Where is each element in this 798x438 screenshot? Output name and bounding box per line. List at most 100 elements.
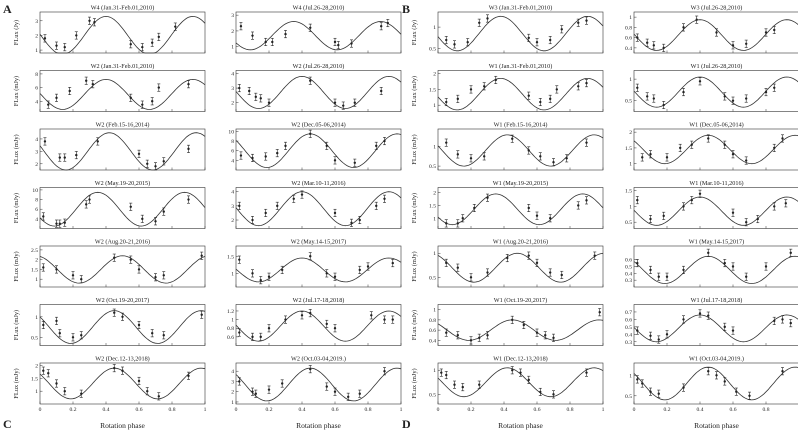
panel-title: W3 (Jul.26-28,2010) [691,5,743,12]
data-marker [383,370,385,372]
data-marker [251,157,253,159]
data-marker [699,193,701,195]
data-marker [141,46,143,48]
data-point [707,249,710,256]
y-tick-label: 0.5 [429,275,436,281]
panel-title: W1 (Feb.15-16,2014) [494,122,548,129]
data-point [238,256,241,263]
data-marker [682,269,684,271]
panel-title: W1 (Oct.19-20,2017) [494,297,547,304]
model-curve [634,77,798,107]
data-marker [696,18,698,20]
panel-frame [40,71,205,112]
data-marker [238,258,240,260]
data-point [63,43,66,50]
data-marker [724,262,726,264]
x-tick-label: 0.6 [534,407,541,413]
data-point [662,101,665,108]
data-point [63,387,66,394]
data-point [456,151,459,158]
data-marker [255,96,257,98]
model-curve [236,22,401,50]
data-marker [130,206,132,208]
y-tick-label: 0.5 [429,392,436,398]
data-marker [251,272,253,274]
y-tick-label: 1 [231,271,234,277]
data-point [259,333,262,340]
data-marker [141,218,143,220]
data-marker [337,44,339,46]
data-marker [585,141,587,143]
panel-frame [634,188,798,229]
data-point [666,331,669,338]
data-point [585,369,588,376]
data-marker [457,334,459,336]
panel-title: W1 (May.19-20,2015) [493,180,548,187]
data-marker [55,44,57,46]
model-curve [438,320,603,341]
data-marker [585,82,587,84]
data-point [511,367,514,374]
data-point [113,254,116,261]
panel-title: W1 (Aug.20-21,2016) [493,239,548,246]
y-tick-label: 1 [433,216,436,222]
data-marker [528,149,530,151]
y-axis-label: FLux (mJy) [13,368,20,398]
data-point [585,17,588,24]
data-marker [380,90,382,92]
data-point [649,151,652,158]
data-point [375,202,378,209]
data-point [200,311,203,318]
data-point [309,130,312,137]
data-marker [72,274,74,276]
data-marker [453,384,455,386]
data-point [88,17,91,24]
data-point [259,276,262,283]
data-marker [470,88,472,90]
data-marker [549,98,551,100]
x-tick-label: 0 [633,407,636,413]
data-marker [682,205,684,207]
data-marker [732,44,734,46]
data-point [337,41,340,48]
chart-panel: W1 (Aug.20-21,2016)FLux (mJy)0.51 [411,239,603,288]
y-tick-label: 2 [629,130,632,136]
data-marker [42,266,44,268]
data-marker [585,199,587,201]
data-marker [326,323,328,325]
panel-title: W2 (Jul.17-18,2018) [293,297,345,304]
x-tick-label: 0 [39,407,42,413]
data-marker [773,29,775,31]
data-point [657,336,660,343]
data-point [113,309,116,316]
y-tick-label: 1 [629,15,632,21]
data-marker [334,327,336,329]
data-marker [785,202,787,204]
y-tick-label: 1.5 [625,146,632,152]
data-point [129,94,132,101]
data-marker [251,391,253,393]
data-marker [44,140,46,142]
data-marker [268,388,270,390]
data-marker [187,198,189,200]
data-point [350,219,353,226]
data-marker [781,370,783,372]
data-marker [80,393,82,395]
data-marker [765,31,767,33]
y-tick-label: 6 [35,86,38,92]
data-marker [80,334,82,336]
model-curve [40,79,205,109]
x-tick-label: 0.4 [299,407,306,413]
data-marker [773,87,775,89]
y-tick-label: 0.5 [625,265,632,271]
data-marker [599,311,601,313]
data-point [309,365,312,372]
data-point [549,36,552,43]
data-marker [97,140,99,142]
y-tick-label: 0.5 [625,220,632,226]
data-marker [470,157,472,159]
data-marker [745,221,747,223]
data-point [85,77,88,84]
y-tick-label: 6 [35,207,38,213]
data-marker [284,318,286,320]
